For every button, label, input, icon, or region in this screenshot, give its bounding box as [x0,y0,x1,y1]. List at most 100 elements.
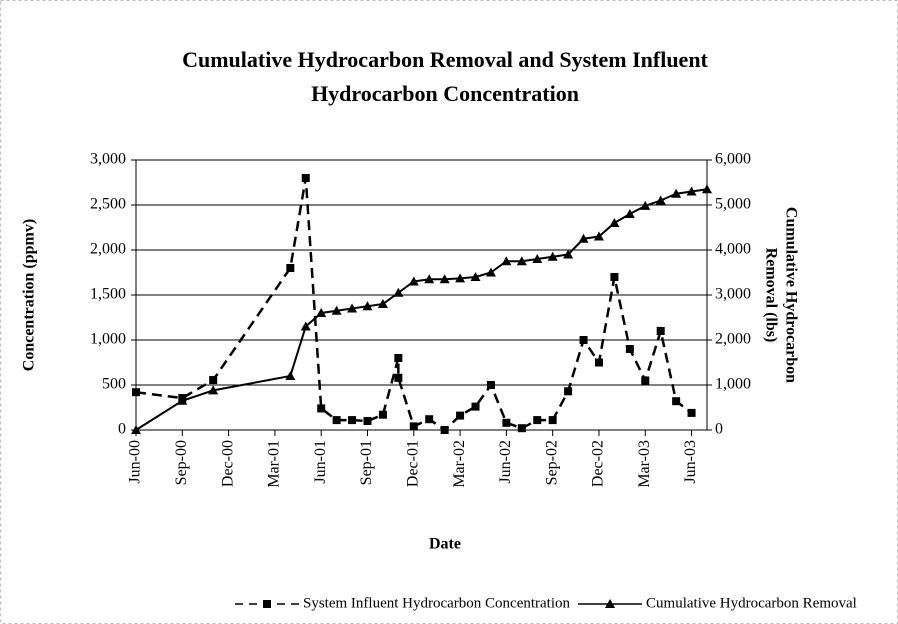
y-tick-label: 0 [118,421,126,438]
y2-tick-label: 5,000 [715,196,751,213]
y-tick-label: 2,000 [90,241,126,258]
marker [347,303,358,313]
marker [656,327,665,335]
marker [609,218,620,227]
marker [132,388,140,397]
marker [687,408,696,417]
x-tick-label: Jun-01 [312,440,329,484]
x-tick-label: Mar-03 [636,440,653,488]
marker [456,411,465,420]
marker [564,387,573,396]
marker [702,184,712,194]
chart-title: Cumulative Hydrocarbon Removal and Syste… [182,47,708,72]
series-line [135,177,693,432]
marker [533,416,542,425]
marker [501,256,512,266]
marker [625,345,634,353]
x-tick-label: Jun-02 [497,440,514,484]
marker [300,321,311,331]
marker [579,336,588,344]
y-tick-label: 2,500 [90,196,126,213]
y2-tick-label: 4,000 [715,241,751,258]
marker [394,373,403,382]
marker [578,233,589,243]
marker [209,376,218,385]
marker [641,376,650,385]
marker [362,301,373,311]
series-line [135,188,708,431]
marker [363,417,372,425]
y-tick-label: 3,000 [90,151,126,168]
y2-tick-label: 6,000 [715,151,751,168]
marker [640,200,651,210]
marker [377,299,388,308]
legend-marker [263,600,271,608]
marker [424,274,435,284]
x-tick-label: Sep-00 [173,440,190,485]
marker [624,209,635,218]
y-tick-label: 1,000 [90,331,126,348]
y-tick-label: 500 [102,376,126,393]
x-axis-title: Date [429,536,461,553]
marker [672,397,681,406]
y2-tick-label: 1,000 [715,376,751,393]
x-tick-label: Sep-01 [358,440,375,485]
marker [502,418,511,427]
marker [393,287,404,297]
marker [610,273,619,281]
legend-label: Cumulative Hydrocarbon Removal [646,595,857,611]
y2-tick-label: 2,000 [715,331,751,348]
marker [547,251,558,261]
y2-axis-title: Cumulative Hydrocarbon [782,207,799,383]
marker [686,186,697,196]
marker [408,276,419,286]
marker [348,416,357,425]
x-tick-label: Mar-02 [451,440,468,488]
marker [563,249,574,259]
marker [470,272,481,281]
marker [131,425,141,434]
x-tick-label: Sep-02 [543,440,560,485]
x-tick-label: Mar-01 [266,440,283,488]
marker [655,195,666,205]
x-tick-label: Dec-00 [219,440,236,487]
marker [532,254,543,263]
marker [394,354,403,362]
y2-axis-title: Removal (lbs) [762,248,779,343]
marker [517,424,526,433]
marker [332,416,341,425]
marker [471,402,480,411]
y2-tick-label: 0 [715,421,723,438]
legend-marker [605,599,616,608]
marker [439,274,450,284]
x-tick-label: Dec-02 [590,440,607,487]
chart-title: Hydrocarbon Concentration [311,81,579,106]
x-tick-label: Jun-00 [127,440,144,484]
marker [425,415,434,424]
marker [440,426,449,434]
marker [316,308,327,317]
y-axis-title: Concentration (ppmv) [21,219,38,371]
marker [594,358,603,367]
marker [516,256,527,266]
marker [409,422,418,431]
marker [208,385,219,395]
y-tick-label: 1,500 [90,286,126,303]
marker [286,264,295,272]
marker [177,395,188,405]
marker [331,305,342,315]
marker [455,273,466,283]
marker [285,371,296,380]
x-tick-label: Jun-03 [682,440,699,484]
marker [671,188,682,198]
marker [485,267,496,277]
y2-tick-label: 3,000 [715,286,751,303]
marker [593,231,604,241]
marker [548,416,557,425]
marker [317,404,326,413]
legend-label: System Influent Hydrocarbon Concentratio… [303,595,571,611]
marker [486,381,495,389]
marker [301,174,310,182]
